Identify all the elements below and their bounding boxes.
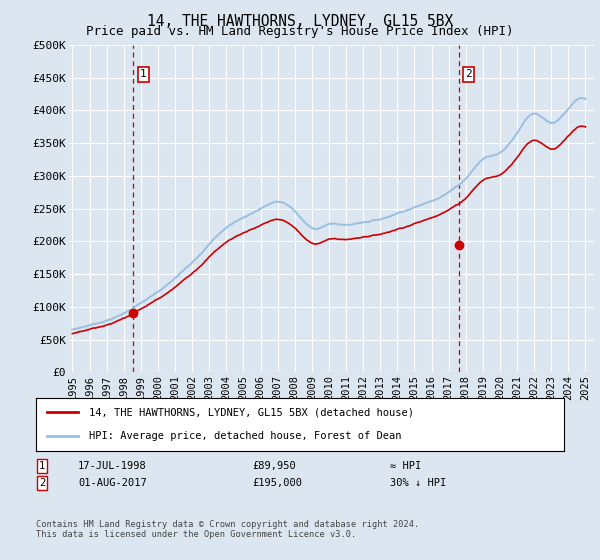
Text: 01-AUG-2017: 01-AUG-2017: [78, 478, 147, 488]
Text: 2: 2: [39, 478, 45, 488]
Text: 1: 1: [140, 69, 146, 80]
Text: Contains HM Land Registry data © Crown copyright and database right 2024.
This d: Contains HM Land Registry data © Crown c…: [36, 520, 419, 539]
Text: Price paid vs. HM Land Registry's House Price Index (HPI): Price paid vs. HM Land Registry's House …: [86, 25, 514, 38]
Text: 14, THE HAWTHORNS, LYDNEY, GL15 5BX (detached house): 14, THE HAWTHORNS, LYDNEY, GL15 5BX (det…: [89, 408, 414, 418]
Text: 14, THE HAWTHORNS, LYDNEY, GL15 5BX: 14, THE HAWTHORNS, LYDNEY, GL15 5BX: [147, 14, 453, 29]
Text: 17-JUL-1998: 17-JUL-1998: [78, 461, 147, 471]
Text: 2: 2: [466, 69, 472, 80]
Text: ≈ HPI: ≈ HPI: [390, 461, 421, 471]
Text: 30% ↓ HPI: 30% ↓ HPI: [390, 478, 446, 488]
Text: 1: 1: [39, 461, 45, 471]
Text: £195,000: £195,000: [252, 478, 302, 488]
Text: HPI: Average price, detached house, Forest of Dean: HPI: Average price, detached house, Fore…: [89, 431, 401, 441]
Text: £89,950: £89,950: [252, 461, 296, 471]
